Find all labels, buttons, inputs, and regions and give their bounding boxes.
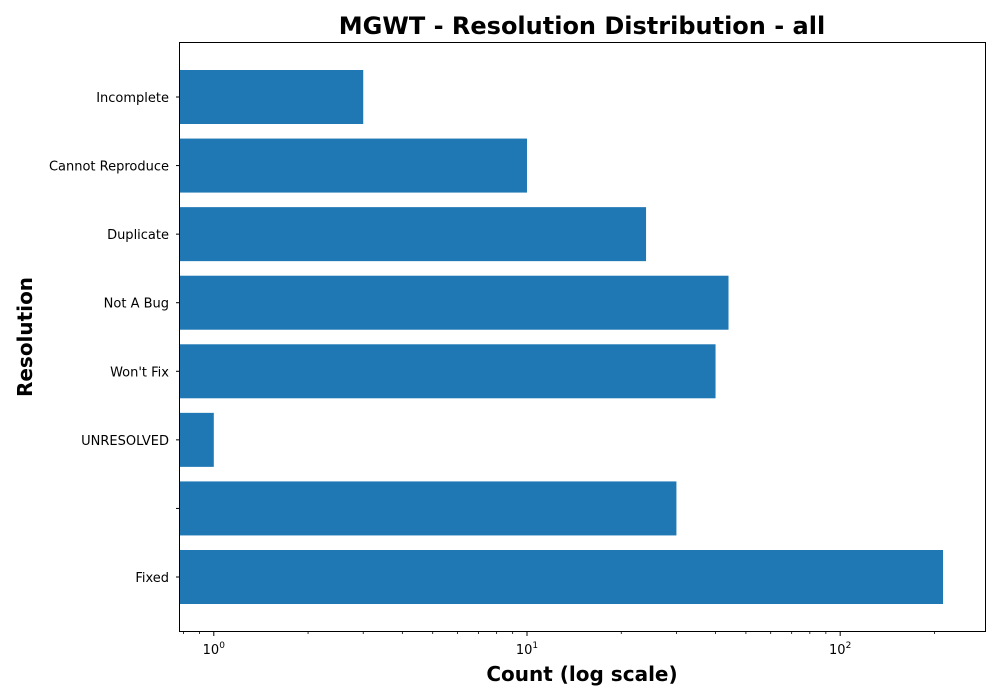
bar-won-t-fix <box>180 344 716 399</box>
bar-incomplete <box>180 70 364 124</box>
x-axis-label: Count (log scale) <box>486 662 677 686</box>
y-tick-label: UNRESOLVED <box>81 434 169 449</box>
y-axis-ticks: Fixed UNRESOLVED Won't Fix Not A Bug Duplica… <box>49 91 180 586</box>
plot-frame <box>179 42 986 632</box>
y-tick-label: Cannot Reproduce <box>49 160 169 175</box>
y-axis-label: Resolution <box>13 277 37 397</box>
bars-group <box>180 70 944 604</box>
bar-fixed <box>180 550 944 604</box>
x-tick-label: 100 <box>203 641 226 658</box>
bar-unnamed <box>180 481 677 536</box>
x-tick-label: 102 <box>829 641 851 658</box>
x-axis-ticks: 100 101 102 <box>183 631 935 658</box>
y-tick-label: Fixed <box>135 571 169 586</box>
bar-duplicate <box>180 207 647 262</box>
x-tick-label: 101 <box>516 641 538 658</box>
bar-unresolved <box>180 412 214 467</box>
y-tick-label: Duplicate <box>107 228 169 243</box>
y-tick-label: Incomplete <box>96 91 169 106</box>
y-tick-label: Won't Fix <box>110 365 169 380</box>
y-tick-label: Not A Bug <box>104 297 169 312</box>
chart-title: MGWT - Resolution Distribution - all <box>339 12 825 40</box>
bar-cannot-reproduce <box>180 138 527 193</box>
bar-not-a-bug <box>180 275 729 330</box>
